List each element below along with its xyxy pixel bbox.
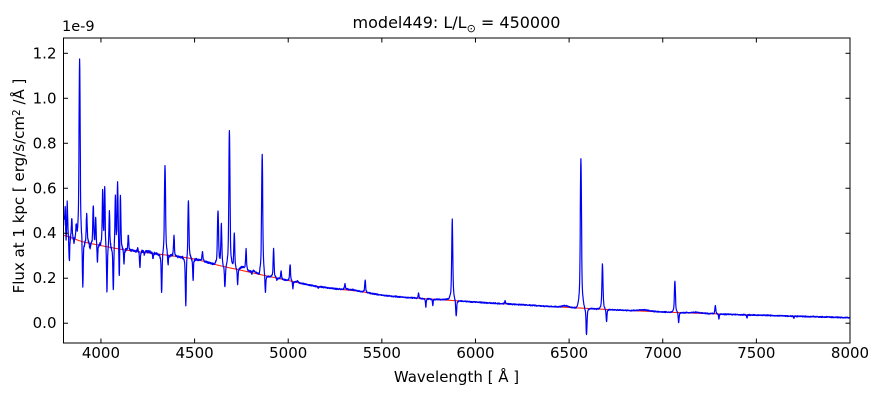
x-tick-label: 6000	[456, 344, 494, 362]
sun-symbol: ⊙	[466, 22, 476, 35]
y-tick-label: 1.0	[33, 89, 57, 107]
x-tick-label: 7000	[644, 344, 682, 362]
y-tick-label: 0.2	[33, 269, 57, 287]
y-axis-label-units: /Å ]	[10, 78, 28, 110]
spectrum-line	[62, 58, 851, 336]
y-tick-label: 1.2	[33, 44, 57, 62]
y-axis-label-superscript: 2	[11, 109, 23, 116]
x-tick-label: 4000	[82, 344, 120, 362]
x-tick-label: 4500	[175, 344, 213, 362]
plot-title-value: = 450000	[475, 13, 561, 32]
x-tick-label: 5000	[269, 344, 307, 362]
y-tick-label: 0.6	[33, 179, 57, 197]
y-tick-label: 0.4	[33, 224, 57, 242]
x-tick-label: 5500	[363, 344, 401, 362]
y-tick-label: 0.0	[33, 314, 57, 332]
y-axis-offset-text: 1e-9	[62, 19, 95, 35]
x-axis-label: Wavelength [ Å ]	[393, 368, 520, 386]
plot-title-text: model449: L/L	[352, 13, 467, 32]
y-axis-label: Flux at 1 kpc [ erg/s/cm2 /Å ]	[10, 79, 28, 294]
y-tick-label: 0.8	[33, 134, 57, 152]
x-tick-label: 8000	[831, 344, 869, 362]
plot-frame	[63, 37, 851, 344]
x-tick-label: 7500	[737, 344, 775, 362]
plot-title: model449: L/L⊙ = 450000	[33, 13, 880, 35]
x-tick-label: 6500	[550, 344, 588, 362]
y-axis-label-text: Flux at 1 kpc [ erg/s/cm	[10, 116, 28, 294]
axes-layer: 4000 4500 5000 5500 6000 6500 7000 7500 8000 0.0 0…	[33, 37, 869, 362]
series-layer	[62, 58, 851, 336]
